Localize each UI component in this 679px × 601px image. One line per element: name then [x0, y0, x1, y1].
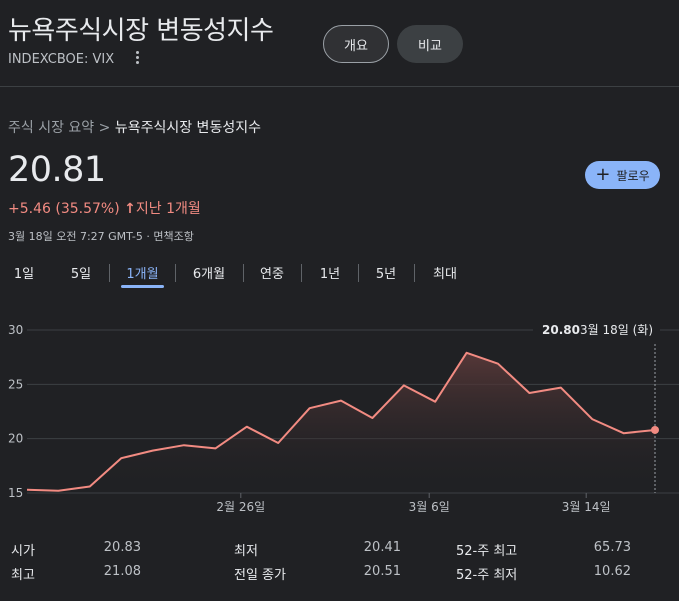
y-tick-label: 30: [8, 323, 23, 337]
x-tick-label: 2월 26일: [216, 500, 265, 514]
y-tick-label: 20: [8, 432, 23, 446]
tab-1d[interactable]: 1일: [13, 266, 35, 282]
stat-label-52w-high: 52-주 최고: [456, 544, 518, 559]
x-tick-label: 3월 6일: [409, 500, 450, 514]
tab-max[interactable]: 최대: [433, 266, 457, 282]
quote-timestamp: 3월 18일 오전 7:27 GMT-5 · 면책조항: [8, 230, 194, 243]
y-tick-label: 25: [8, 377, 23, 391]
series-area: [27, 352, 655, 493]
stat-value-52w-high: 65.73: [593, 540, 631, 555]
range-tabs: 1일 5일 1개월 6개월 연중 1년 5년 최대: [0, 256, 679, 290]
hover-date: 3월 18일 (화): [580, 323, 653, 337]
ticker-symbol: INDEXCBOE: VIX: [8, 52, 115, 67]
plus-icon: +: [595, 164, 611, 185]
series-line: [26, 351, 656, 492]
stat-label-prev-close: 전일 종가: [234, 568, 286, 583]
arrow-up-icon: ↑: [124, 201, 136, 217]
stat-value-high: 21.08: [103, 564, 141, 579]
compare-button[interactable]: 비교: [397, 25, 463, 63]
tab-1m[interactable]: 1개월: [121, 256, 164, 288]
stat-label-low: 최저: [234, 544, 258, 559]
breadcrumb-current: 뉴욕주식시장 변동성지수: [114, 120, 261, 136]
change-period: 지난 1개월: [135, 201, 201, 217]
tab-ytd[interactable]: 연중: [260, 266, 284, 282]
follow-button[interactable]: + 팔로우: [585, 161, 660, 189]
stat-label-high: 최고: [11, 568, 35, 583]
hover-tooltip-bg: [533, 318, 660, 340]
page-title: 뉴욕주식시장 변동성지수: [8, 16, 274, 46]
tab-5d[interactable]: 5일: [70, 266, 92, 282]
hover-value: 20.80: [542, 323, 580, 337]
overview-button[interactable]: 개요: [323, 25, 389, 63]
stat-label-open: 시가: [11, 544, 35, 559]
breadcrumb: 주식 시장 요약 > 뉴욕주식시장 변동성지수: [8, 117, 261, 137]
stat-value-open: 20.83: [103, 540, 141, 555]
price-change: +5.46 (35.57%) ↑지난 1개월: [8, 198, 201, 218]
breadcrumb-root[interactable]: 주식 시장 요약: [8, 120, 95, 136]
stat-value-prev-close: 20.51: [363, 564, 401, 579]
tab-5y[interactable]: 5년: [375, 266, 397, 282]
follow-label: 팔로우: [616, 168, 650, 183]
header-divider: [0, 86, 679, 87]
tab-1y[interactable]: 1년: [319, 266, 341, 282]
stat-value-low: 20.41: [363, 540, 401, 555]
more-vert-icon[interactable]: [131, 50, 143, 66]
price-chart[interactable]: 30 25 20 15 2월 26일 3월 6일 3월 14일 20.80 3월 18일 (화): [0, 310, 679, 515]
stat-label-52w-low: 52-주 최저: [456, 568, 518, 583]
current-price: 20.81: [8, 150, 106, 190]
tab-6m[interactable]: 6개월: [192, 266, 226, 282]
y-tick-label: 15: [8, 486, 23, 500]
x-tick-label: 3월 14일: [562, 500, 611, 514]
change-value: +5.46 (35.57%): [8, 201, 120, 217]
hover-marker: [651, 425, 659, 434]
breadcrumb-separator: >: [98, 120, 111, 136]
stat-value-52w-low: 10.62: [593, 564, 631, 579]
